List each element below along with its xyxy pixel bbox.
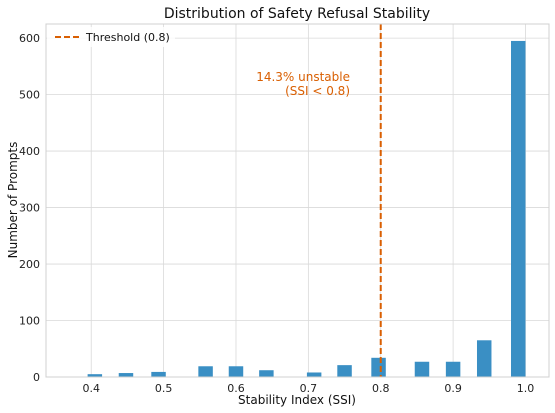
legend-threshold-label: Threshold (0.8)	[85, 31, 170, 44]
histogram-bar	[259, 370, 274, 377]
y-tick-label: 200	[19, 258, 40, 271]
histogram-bar	[228, 366, 244, 377]
histogram-bar	[337, 365, 352, 377]
legend: Threshold (0.8)	[47, 27, 175, 47]
y-tick-label: 0	[33, 371, 40, 384]
x-axis-label: Stability Index (SSI)	[238, 393, 356, 407]
histogram-bar	[198, 366, 213, 377]
bars	[87, 40, 526, 377]
y-tick-label: 400	[19, 145, 40, 158]
histogram-bar	[511, 40, 526, 377]
y-tick-label: 600	[19, 32, 40, 45]
chart-title: Distribution of Safety Refusal Stability	[164, 6, 430, 22]
annotation-line-2: (SSI < 0.8)	[285, 84, 350, 98]
x-tick-label: 0.9	[444, 382, 462, 395]
x-ticks: 0.4 0.5 0.6 0.7 0.8 0.9 1.0	[82, 382, 534, 395]
annotation-line-1: 14.3% unstable	[256, 70, 350, 84]
y-tick-label: 300	[19, 202, 40, 215]
histogram-bar	[118, 373, 134, 377]
x-tick-label: 0.7	[300, 382, 318, 395]
histogram-bar	[476, 340, 492, 377]
y-axis-label: Number of Prompts	[6, 142, 20, 259]
histogram-bar	[87, 374, 103, 377]
legend-box	[47, 27, 175, 47]
y-tick-label: 500	[19, 89, 40, 102]
y-tick-label: 100	[19, 315, 40, 328]
histogram-bar	[306, 372, 322, 377]
x-tick-label: 0.6	[227, 382, 245, 395]
histogram-bar	[151, 371, 166, 377]
x-tick-label: 1.0	[517, 382, 535, 395]
annotation: 14.3% unstable (SSI < 0.8)	[256, 70, 350, 98]
y-ticks: 0 100 200 300 400 500 600	[19, 32, 40, 384]
plot-frame	[45, 23, 550, 378]
histogram-bar	[445, 361, 461, 377]
histogram-bar	[371, 357, 386, 377]
x-tick-label: 0.5	[155, 382, 173, 395]
x-tick-label: 0.4	[82, 382, 100, 395]
x-tick-label: 0.8	[372, 382, 390, 395]
histogram-bar	[414, 361, 430, 377]
